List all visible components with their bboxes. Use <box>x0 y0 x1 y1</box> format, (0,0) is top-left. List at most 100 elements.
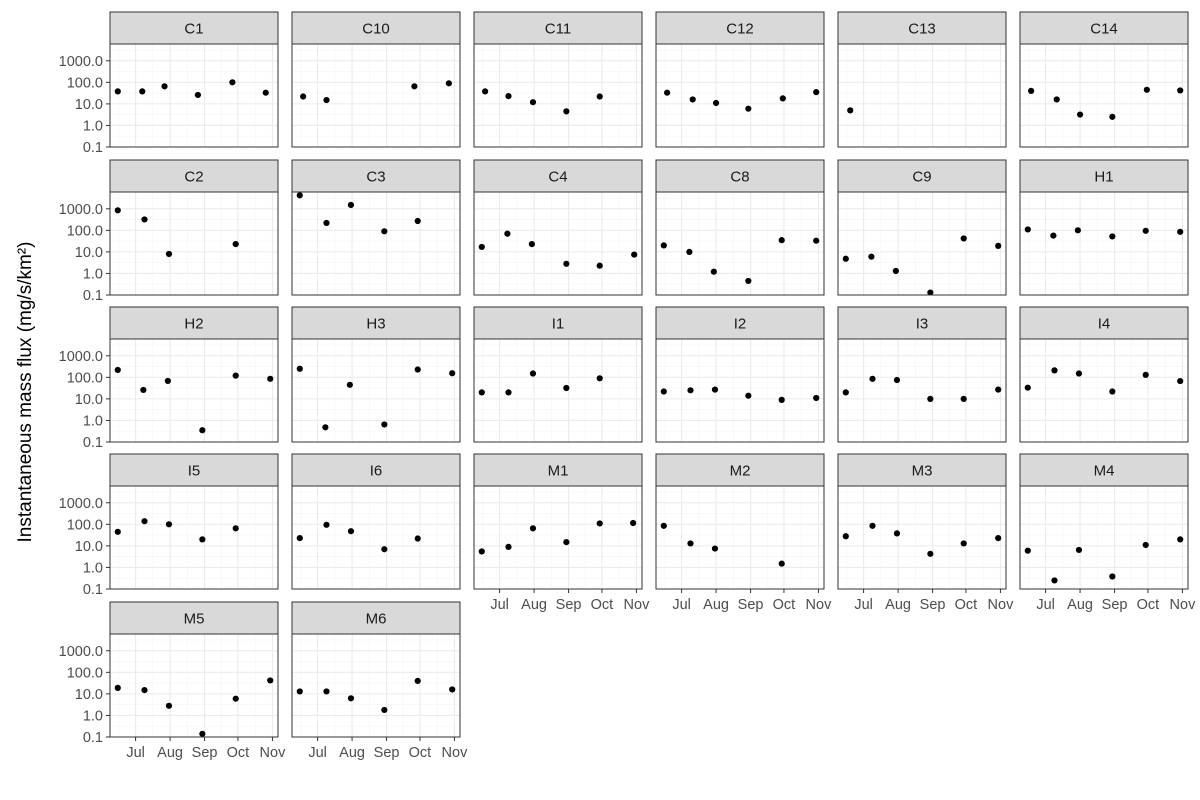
data-point <box>660 522 667 529</box>
facet-strip-label: C13 <box>908 21 936 38</box>
facet-panel-i2: I2 <box>655 306 825 443</box>
data-point <box>322 424 329 431</box>
data-point <box>711 386 719 393</box>
panel-border <box>655 191 825 296</box>
data-point <box>347 201 355 209</box>
data-point <box>893 376 901 384</box>
panel-border <box>837 485 1007 590</box>
y-tick-label: 10.0 <box>75 687 103 703</box>
data-point <box>381 706 388 714</box>
panel-border <box>473 43 643 148</box>
data-point <box>660 388 667 395</box>
data-point <box>296 534 303 542</box>
panel-border <box>473 191 643 296</box>
data-point <box>505 543 512 550</box>
data-point <box>232 695 239 702</box>
panel-border <box>473 485 643 590</box>
facet-strip <box>837 306 1007 340</box>
data-point <box>114 528 121 535</box>
facet-panel-m5: M5 0.1 1.0 10.0 100.0 1000.0 Jul Aug Sep Oct Nov <box>59 601 286 761</box>
facet-strip-label: M5 <box>184 611 205 628</box>
facet-strip <box>109 453 279 487</box>
data-point <box>504 230 511 237</box>
data-point <box>505 92 512 100</box>
data-point <box>660 242 667 249</box>
data-point <box>199 427 206 434</box>
data-point <box>745 392 752 399</box>
facet-panel-i6: I6 <box>291 453 461 590</box>
facet-panel-c4: C4 <box>473 159 643 296</box>
x-tick-label: Oct <box>955 597 978 613</box>
x-tick-label: Nov <box>442 745 469 761</box>
facet-strip-label: C3 <box>366 169 385 186</box>
data-point <box>745 277 752 285</box>
y-tick-label: 1000.0 <box>59 644 103 660</box>
y-tick-label: 100.0 <box>67 223 103 239</box>
data-point <box>869 522 876 529</box>
panel-border <box>1019 485 1189 590</box>
data-point <box>262 89 269 96</box>
data-point <box>1075 546 1083 554</box>
data-point <box>868 253 875 260</box>
data-point <box>199 730 206 737</box>
data-point <box>995 242 1002 249</box>
facet-strip-label: M3 <box>912 463 933 480</box>
facet-strip <box>473 159 643 193</box>
facet-panel-i1: I1 <box>473 306 643 443</box>
y-tick-label: 0.1 <box>83 140 103 156</box>
facet-strip <box>109 306 279 340</box>
facet-strip <box>837 11 1007 45</box>
y-tick-label: 1000.0 <box>59 54 103 70</box>
x-tick-label: Aug <box>1067 597 1093 613</box>
x-tick-label: Nov <box>624 597 651 613</box>
data-point <box>813 394 820 402</box>
x-tick-label: Sep <box>1102 597 1128 613</box>
data-point <box>778 396 785 403</box>
facet-panel-c3: C3 <box>291 159 461 296</box>
data-point <box>165 702 173 709</box>
y-axis-title: Instantaneous mass flux (mg/s/km²) <box>15 242 36 543</box>
data-point <box>296 688 303 695</box>
data-point <box>529 370 537 377</box>
data-point <box>445 80 452 87</box>
panel-border <box>655 485 825 590</box>
facet-strip-label: M1 <box>548 463 569 480</box>
facet-panel-c14: C14 <box>1019 11 1189 148</box>
data-point <box>346 381 353 388</box>
facet-strip-label: H2 <box>184 316 203 333</box>
data-point <box>414 677 421 685</box>
data-point <box>141 216 148 223</box>
facet-panel-h1: H1 <box>1019 159 1189 296</box>
facet-strip <box>837 453 1007 487</box>
data-point <box>779 95 786 102</box>
panel-border <box>655 43 825 148</box>
data-point <box>1142 371 1149 378</box>
data-point <box>232 525 239 532</box>
y-tick-label: 0.1 <box>83 730 103 746</box>
panel-border <box>291 43 461 148</box>
data-point <box>165 250 173 258</box>
data-point <box>323 521 330 528</box>
facet-panel-m3: M3 Jul Aug Sep Oct Nov <box>837 453 1014 613</box>
data-point <box>1028 87 1035 95</box>
y-tick-label: 1000.0 <box>59 202 103 218</box>
data-point <box>711 545 719 552</box>
data-point <box>1143 86 1150 93</box>
facet-strip-label: I1 <box>552 316 565 333</box>
data-point <box>140 386 147 394</box>
facet-strip-label: I2 <box>734 316 747 333</box>
facet-strip-label: M2 <box>730 463 751 480</box>
data-point <box>927 550 934 557</box>
data-point <box>842 389 849 396</box>
x-tick-label: Jul <box>1036 597 1055 613</box>
facet-panel-c12: C12 <box>655 11 825 148</box>
facet-panel-c9: C9 <box>837 159 1007 296</box>
data-point <box>1109 573 1116 580</box>
data-point <box>529 99 537 106</box>
facet-strip <box>473 11 643 45</box>
x-tick-label: Oct <box>1137 597 1160 613</box>
x-tick-label: Oct <box>773 597 796 613</box>
facet-strip <box>473 306 643 340</box>
facet-panel-c8: C8 <box>655 159 825 296</box>
data-point <box>323 688 330 695</box>
